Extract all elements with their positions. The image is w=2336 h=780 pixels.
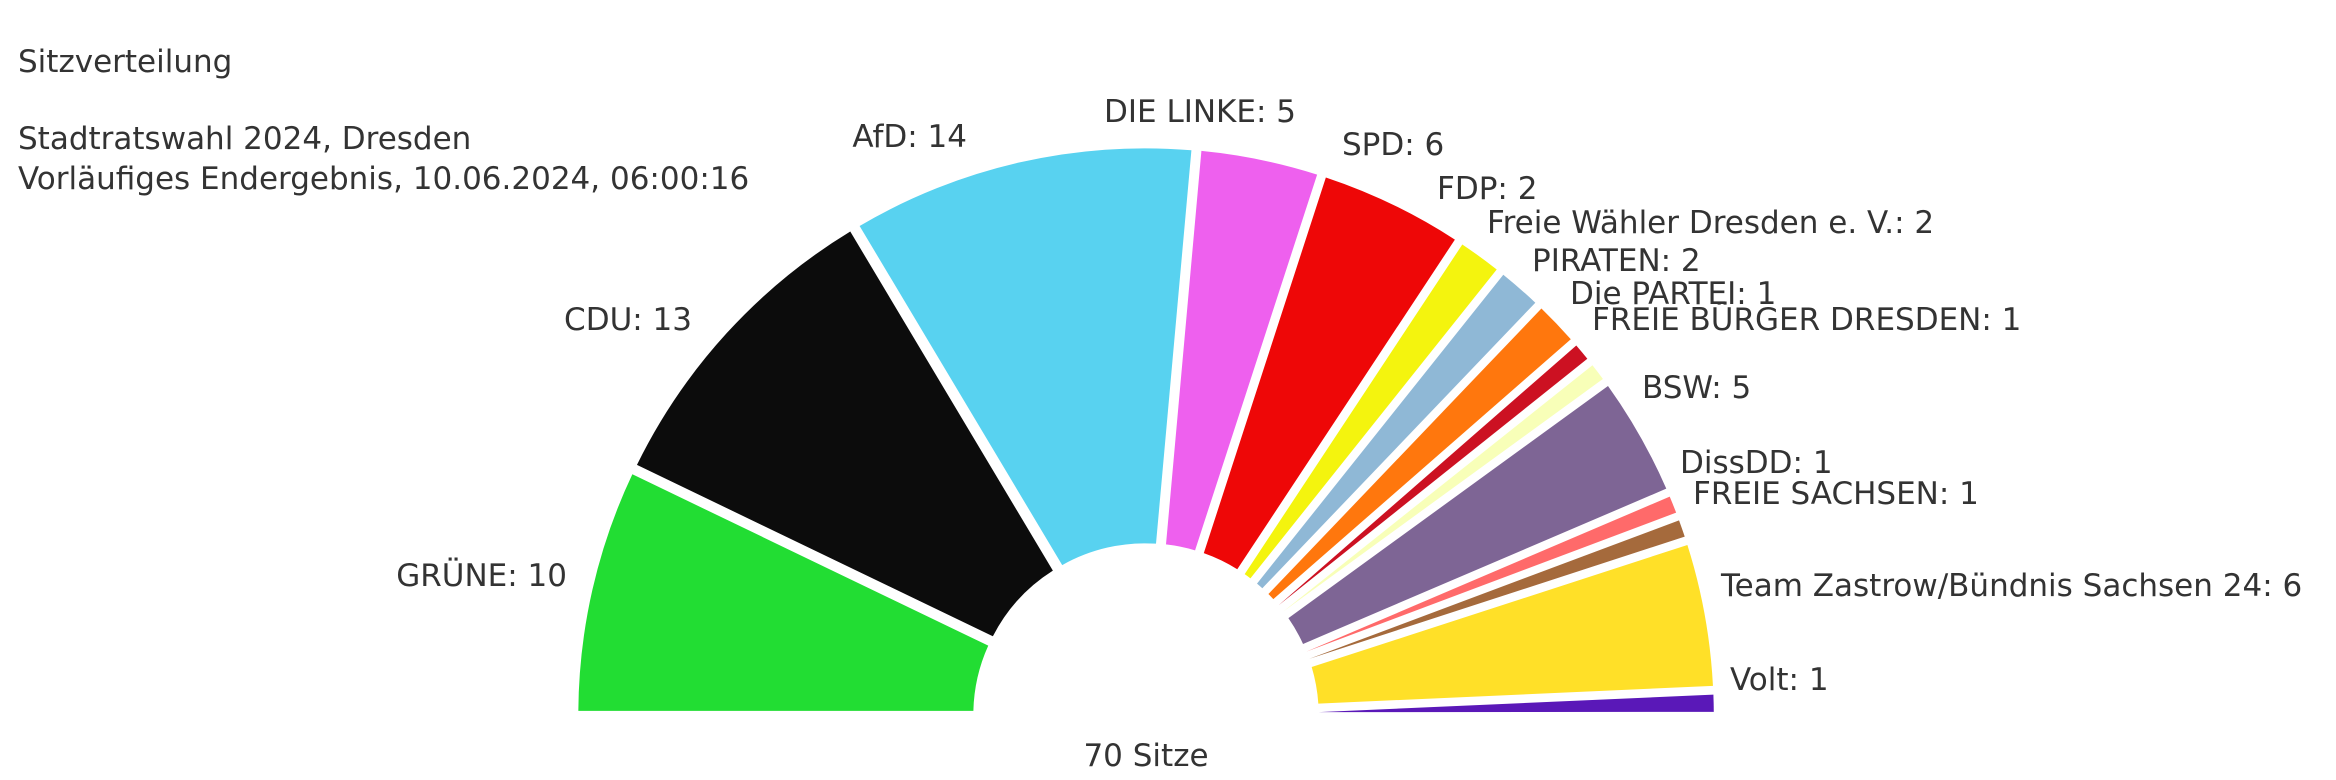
chart-labels: GRÜNE: 10 CDU: 13 AfD: 14 DIE LINKE: 5 SPD: …	[396, 94, 2302, 698]
slice-piraten	[1268, 308, 1571, 600]
slice-cdu	[636, 231, 1053, 637]
total-seats-label: 70 Sitze	[1083, 738, 1208, 774]
label-freie-wähler-dresden-e-v: Freie Wähler Dresden e. V.: 2	[1487, 205, 1934, 241]
label-cdu: CDU: 13	[564, 302, 692, 338]
label-die-partei: Die PARTEI: 1	[1570, 276, 1776, 312]
slice-afd	[859, 148, 1192, 566]
label-dissdd: DissDD: 1	[1680, 445, 1833, 481]
label-grüne: GRÜNE: 10	[396, 557, 567, 594]
label-afd: AfD: 14	[852, 119, 967, 155]
slice-spd	[1203, 177, 1455, 570]
label-bsw: BSW: 5	[1642, 370, 1751, 406]
slice-fdp	[1244, 244, 1497, 579]
slice-grüne	[578, 474, 989, 711]
label-freie-sachsen: FREIE SACHSEN: 1	[1693, 476, 1979, 512]
slice-die-partei	[1278, 345, 1588, 606]
slice-freie-sachsen	[1309, 520, 1685, 659]
label-piraten: PIRATEN: 2	[1532, 243, 1701, 279]
chart-slices	[578, 148, 1714, 713]
chart-subtitle-line-1: Stadtratswahl 2024, Dresden	[18, 121, 472, 157]
label-spd: SPD: 6	[1342, 127, 1444, 163]
label-die-linke: DIE LINKE: 5	[1104, 94, 1296, 130]
label-volt: Volt: 1	[1730, 662, 1829, 698]
slice-freie-wähler-dresden-e-v	[1257, 274, 1536, 589]
slice-freie-bürger-dresden	[1283, 365, 1603, 612]
slice-volt	[1318, 694, 1714, 713]
label-freie-bürger-dresden: FREIE BÜRGER DRESDEN: 1	[1592, 301, 2021, 338]
chart-subtitle-line-2: Vorläufiges Endergebnis, 10.06.2024, 06:…	[18, 161, 750, 197]
label-fdp: FDP: 2	[1437, 171, 1537, 207]
chart-title: Sitzverteilung	[18, 44, 233, 80]
slice-team-zastrow-bündnis-sachsen-24	[1311, 544, 1713, 704]
label-team-zastrow-bündnis-sachsen-24: Team Zastrow/Bündnis Sachsen 24: 6	[1720, 568, 2302, 604]
slice-die-linke	[1166, 150, 1318, 551]
slice-dissdd	[1306, 496, 1677, 652]
slice-bsw	[1288, 385, 1667, 644]
